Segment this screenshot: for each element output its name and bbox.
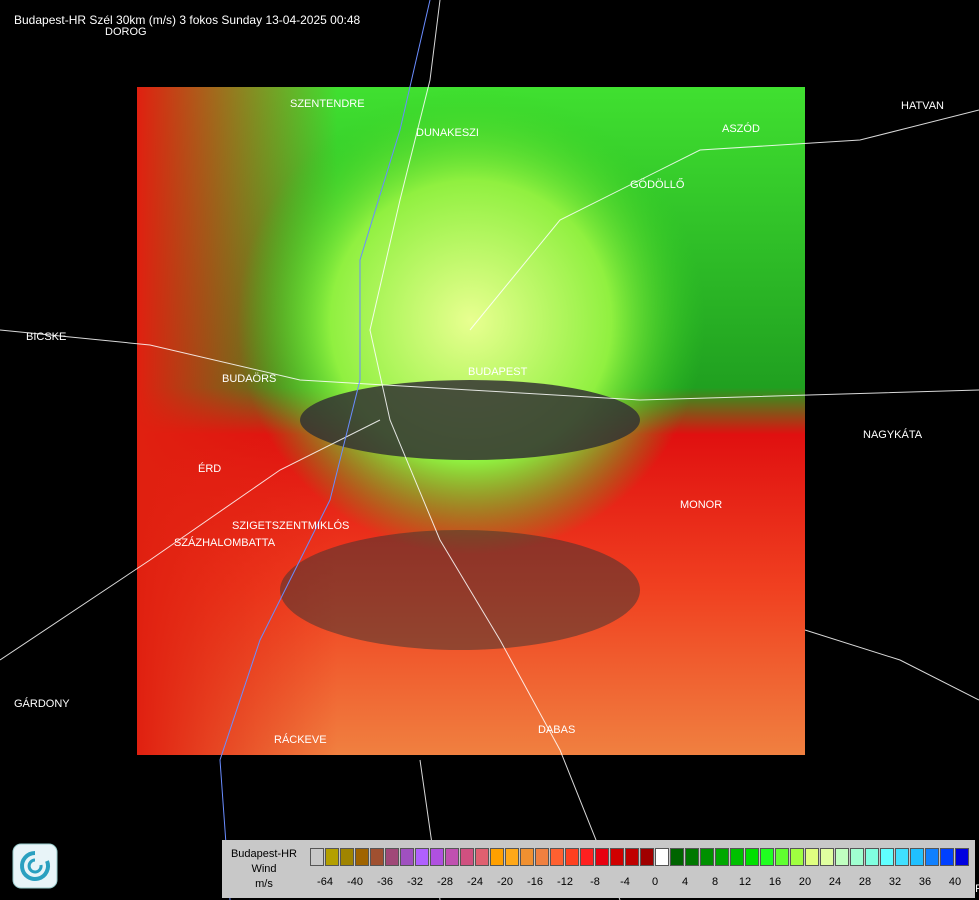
- legend-tick-label: 20: [798, 876, 812, 888]
- no-echo-ring: [280, 530, 640, 650]
- legend-swatch: [475, 848, 489, 866]
- place-label: BICSKE: [26, 331, 67, 343]
- legend-tick-label: -32: [407, 876, 423, 888]
- legend-swatch: [325, 848, 339, 866]
- place-label: HATVAN: [901, 100, 944, 112]
- legend-tick-label: 4: [681, 876, 689, 888]
- legend-swatch: [490, 848, 504, 866]
- legend-tick-label: -28: [437, 876, 453, 888]
- legend-swatch: [805, 848, 819, 866]
- legend-swatch: [790, 848, 804, 866]
- legend-tick-label: -4: [620, 876, 630, 888]
- legend-tick-label: -16: [527, 876, 543, 888]
- legend-tick-label: 0: [651, 876, 659, 888]
- legend-swatch: [415, 848, 429, 866]
- legend-swatch: [385, 848, 399, 866]
- legend-swatch: [520, 848, 534, 866]
- legend-tick-label: -24: [467, 876, 483, 888]
- legend-swatch: [595, 848, 609, 866]
- legend-swatch: [460, 848, 474, 866]
- legend-swatch: [700, 848, 714, 866]
- place-label: ÉRD: [198, 463, 222, 475]
- place-label: RÁCKEVE: [274, 734, 327, 746]
- legend-swatch: [535, 848, 549, 866]
- place-label: GÁRDONY: [14, 698, 70, 710]
- legend-swatch: [565, 848, 579, 866]
- legend-swatch: [655, 848, 669, 866]
- legend-swatch: [310, 848, 324, 866]
- legend-swatch: [670, 848, 684, 866]
- legend-swatch: [775, 848, 789, 866]
- legend-swatch: [445, 848, 459, 866]
- place-label: NAGYKÁTA: [863, 429, 923, 441]
- legend-swatch: [940, 848, 954, 866]
- legend-swatch: [625, 848, 639, 866]
- legend-title: Budapest-HR: [230, 848, 298, 860]
- legend-swatch: [610, 848, 624, 866]
- legend-swatch: [640, 848, 654, 866]
- legend-swatch: [745, 848, 759, 866]
- place-label: DABAS: [538, 724, 576, 736]
- legend-swatch: [505, 848, 519, 866]
- place-label: SZÁZHALOMBATTA: [174, 537, 276, 549]
- place-label: ASZÓD: [722, 123, 760, 135]
- legend-swatch: [715, 848, 729, 866]
- legend-title: m/s: [255, 878, 273, 890]
- legend-tick-label: -8: [590, 876, 600, 888]
- legend-tick-label: -12: [557, 876, 573, 888]
- place-label: GÖDÖLLŐ: [630, 179, 685, 191]
- legend-swatch: [580, 848, 594, 866]
- place-label: BUDAÖRS: [222, 373, 277, 385]
- river: [219, 0, 431, 900]
- legend-tick-label: 12: [738, 876, 752, 888]
- legend-swatch: [820, 848, 834, 866]
- legend-tick-label: -36: [377, 876, 393, 888]
- place-label: BUDAPEST: [468, 366, 528, 378]
- legend-swatch: [850, 848, 864, 866]
- legend-swatch: [340, 848, 354, 866]
- legend-title: Wind: [251, 863, 277, 875]
- legend-tick-label: 36: [918, 876, 932, 888]
- legend-swatch: [925, 848, 939, 866]
- place-label: DUNAKESZI: [416, 127, 479, 139]
- legend-tick-label: -40: [347, 876, 363, 888]
- legend-swatch: [370, 848, 384, 866]
- legend-swatch: [895, 848, 909, 866]
- legend-swatch: [400, 848, 414, 866]
- map-title: Budapest-HR Szél 30km (m/s) 3 fokos Sund…: [14, 13, 361, 27]
- legend-swatch: [430, 848, 444, 866]
- legend-swatch: [730, 848, 744, 866]
- legend-tick-label: 8: [711, 876, 719, 888]
- place-label: SZENTENDRE: [290, 98, 365, 110]
- place-label: DOROG: [105, 26, 147, 38]
- legend-swatch: [685, 848, 699, 866]
- legend-swatch: [355, 848, 369, 866]
- legend-swatch: [865, 848, 879, 866]
- legend-swatch: [955, 848, 969, 866]
- legend-tick-label: 40: [948, 876, 962, 888]
- legend: Budapest-HR Wind m/s -64 -40 -36 -32 -28 -24 -20-…: [222, 840, 975, 898]
- place-label: MONOR: [680, 499, 723, 511]
- legend-tick-label: 28: [858, 876, 872, 888]
- legend-tick-label: 24: [828, 876, 842, 888]
- no-echo-band: [300, 380, 640, 460]
- legend-swatch: [550, 848, 564, 866]
- legend-tick-label: 16: [768, 876, 782, 888]
- legend-tick-label: -64: [317, 876, 333, 888]
- logo: [12, 843, 58, 889]
- legend-swatch: [910, 848, 924, 866]
- legend-swatch: [760, 848, 774, 866]
- legend-tick-label: 32: [888, 876, 902, 888]
- place-label: SZIGETSZENTMIKLÓS: [232, 520, 350, 532]
- legend-tick-label: -20: [497, 876, 513, 888]
- legend-swatch: [835, 848, 849, 866]
- legend-swatch: [880, 848, 894, 866]
